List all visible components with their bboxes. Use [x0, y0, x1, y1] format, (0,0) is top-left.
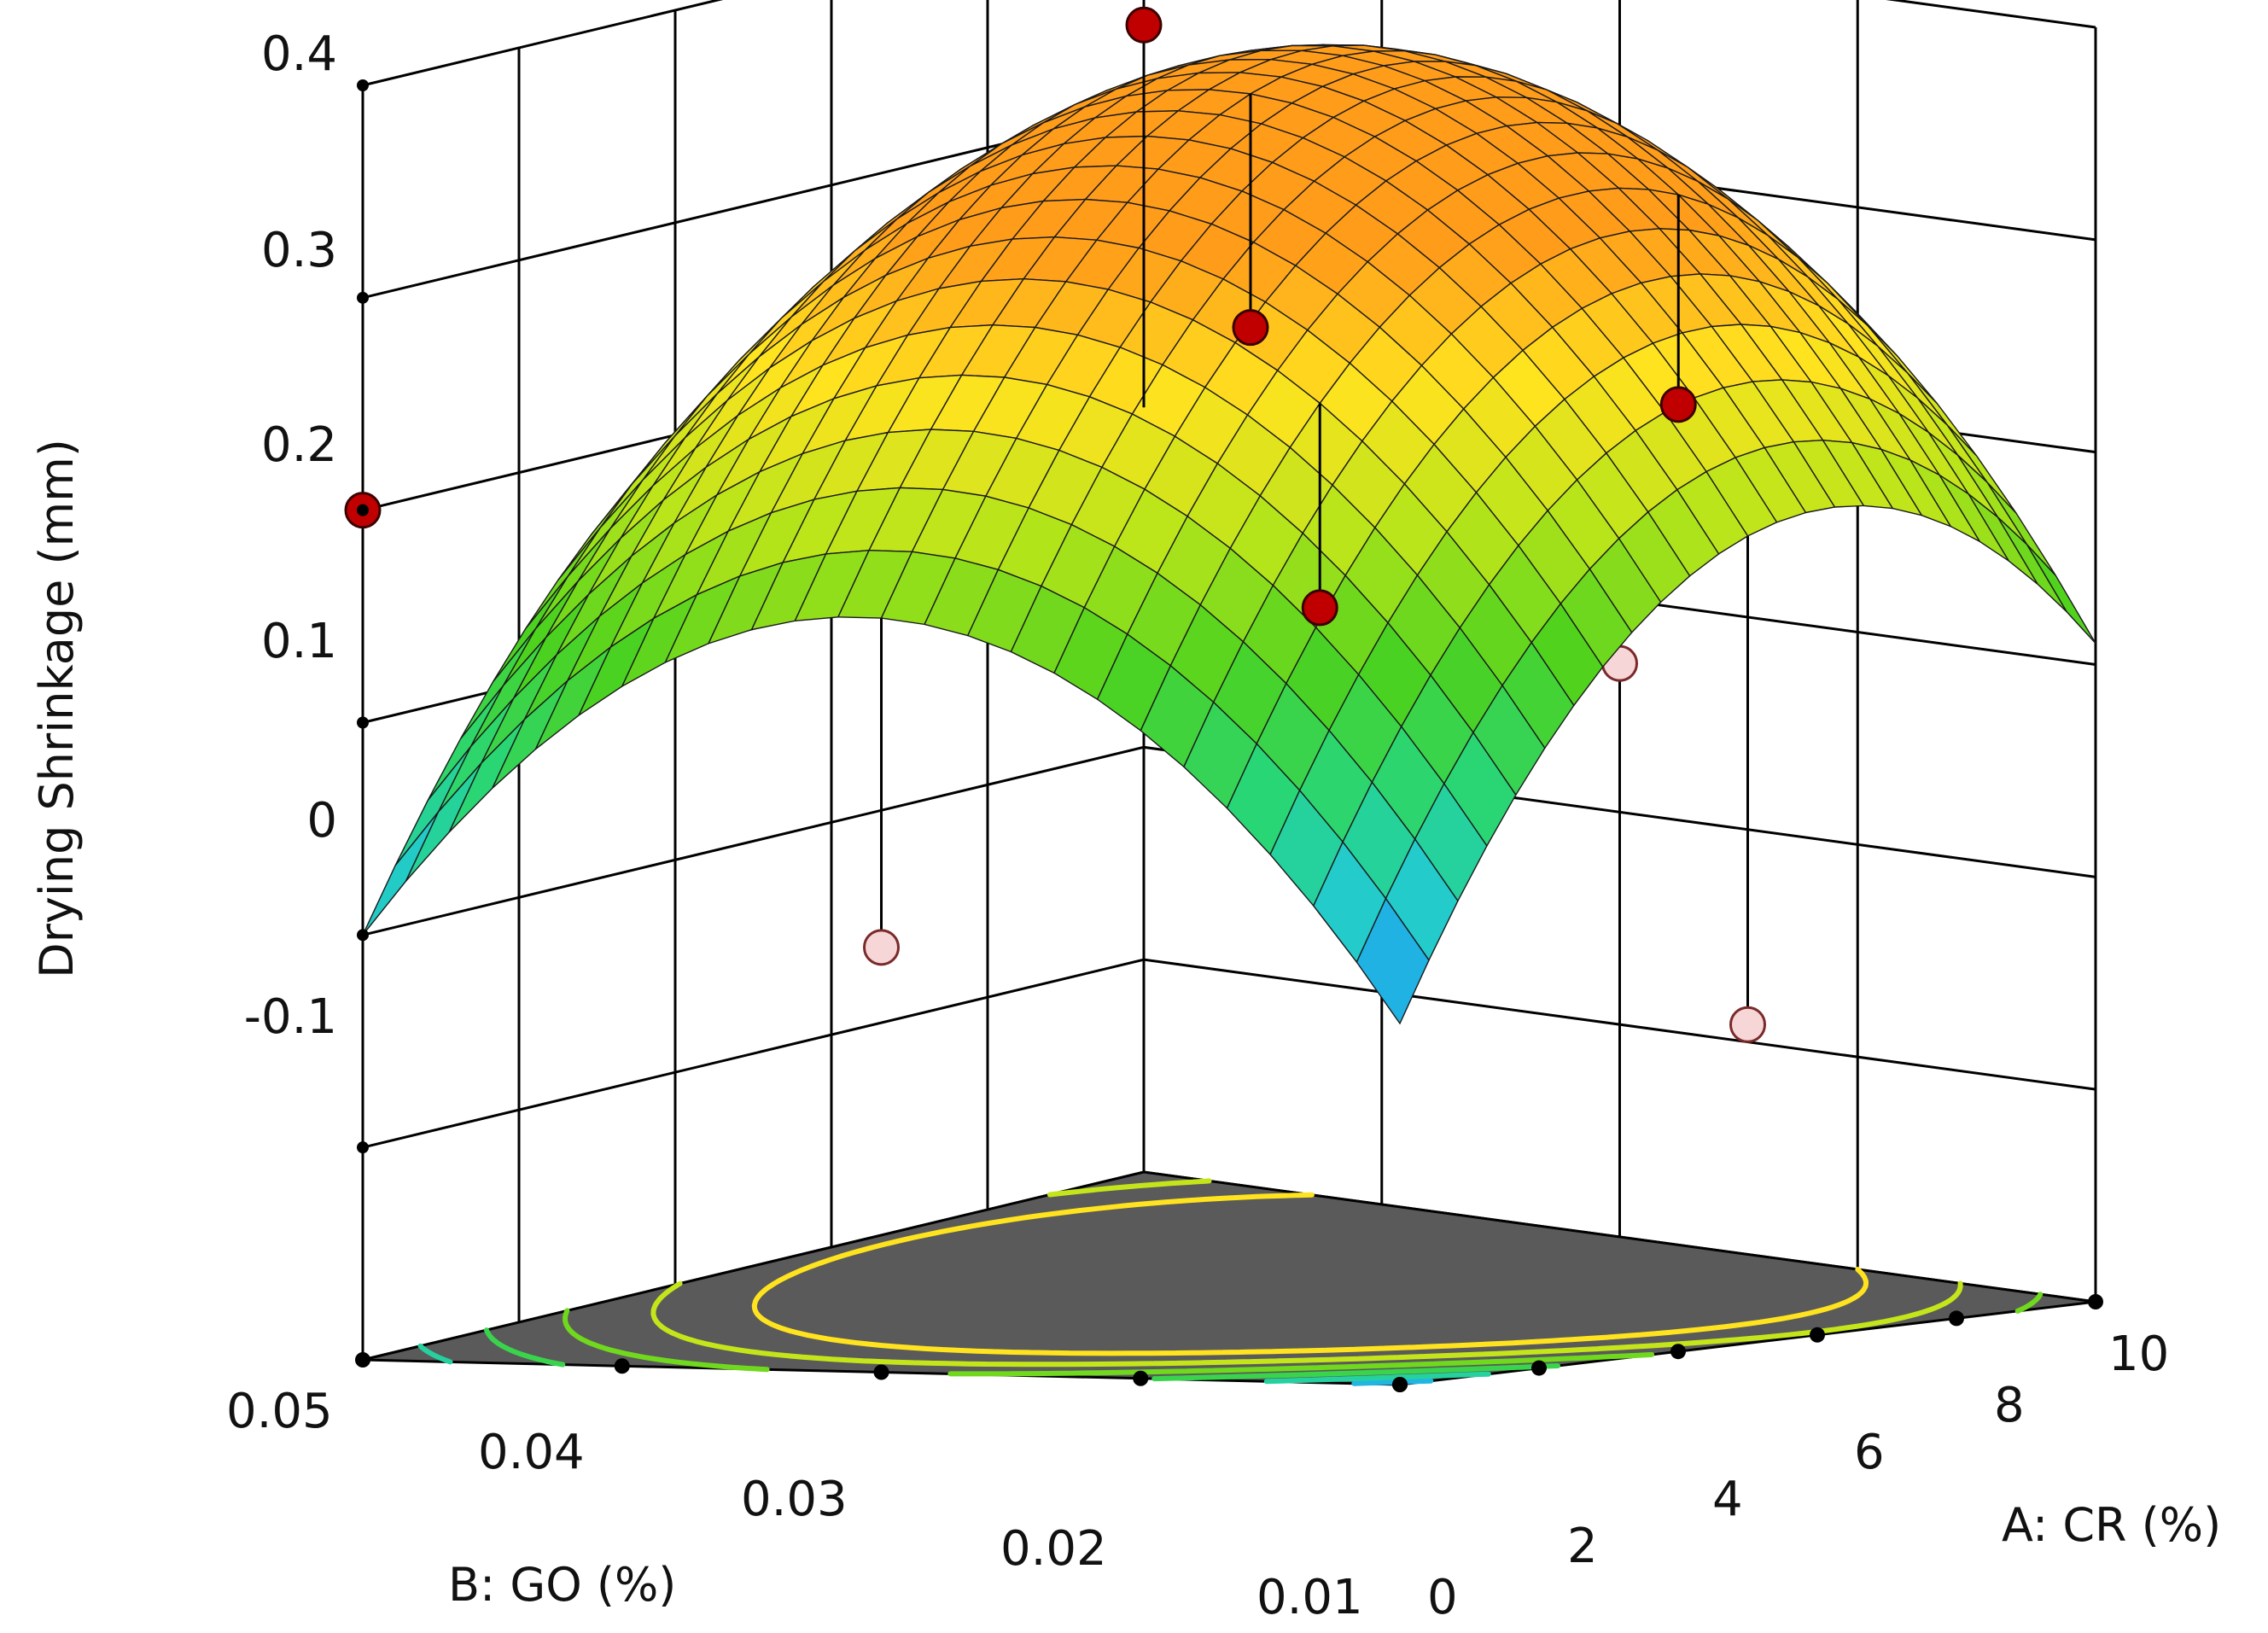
surface-patch	[1356, 897, 1430, 1025]
response-surface	[362, 44, 2096, 1025]
design-point	[1232, 309, 1269, 347]
z-tick-mark	[357, 716, 369, 729]
y-tick-label: 0.05	[226, 1384, 333, 1439]
z-tick-labels: 0.4 0.3 0.2 0.1 0 -0.1	[244, 26, 337, 1045]
y-tick-label: 0.03	[741, 1472, 848, 1527]
y-tick-labels: 0.05 0.04 0.03 0.02 0.01	[226, 1384, 1363, 1625]
y-tick-label: 0.01	[1256, 1570, 1363, 1625]
x-tick-mark	[1531, 1360, 1547, 1376]
design-point	[1659, 386, 1697, 423]
x-tick-mark	[1949, 1310, 1964, 1327]
x-tick-label: 4	[1712, 1472, 1743, 1527]
y-tick-label: 0.04	[478, 1425, 585, 1480]
tick-marks	[355, 79, 2103, 1392]
x-tick-label: 0	[1427, 1570, 1458, 1625]
z-tick-label: 0.4	[261, 26, 337, 82]
wall-gridline	[362, 958, 2096, 1149]
y-tick-mark	[1392, 1377, 1408, 1392]
wall-gridline	[362, 0, 2096, 87]
contour-line	[484, 1327, 1560, 1382]
contour-line	[751, 1192, 1869, 1356]
z-tick-label: -0.1	[244, 989, 337, 1045]
z-tick-label: 0	[306, 793, 337, 849]
x-tick-mark	[2088, 1294, 2103, 1309]
z-tick-mark	[357, 1141, 369, 1154]
x-tick-mark	[1670, 1344, 1686, 1360]
z-tick-label: 0.2	[261, 417, 337, 473]
z-tick-mark	[357, 929, 369, 942]
x-tick-labels: 0 2 4 6 8 10	[1427, 1327, 2169, 1625]
z-tick-label: 0.1	[261, 614, 337, 669]
y-tick-mark	[614, 1358, 630, 1374]
design-point	[1125, 6, 1163, 44]
y-axis-label: B: GO (%)	[448, 1558, 676, 1612]
y-tick-label: 0.02	[1000, 1521, 1107, 1577]
design-point	[1729, 1006, 1766, 1043]
y-tick-mark	[355, 1352, 370, 1368]
x-tick-label: 8	[1994, 1378, 2025, 1433]
design-points	[344, 6, 1697, 936]
x-tick-label: 2	[1567, 1519, 1598, 1574]
design-point	[863, 929, 900, 966]
x-tick-label: 6	[1854, 1425, 1885, 1480]
y-tick-mark	[1133, 1370, 1149, 1386]
contour-line	[563, 1292, 2044, 1377]
x-tick-mark	[1810, 1327, 1825, 1343]
floor-contours	[417, 1178, 2044, 1386]
design-point	[1301, 589, 1338, 627]
x-tick-label: 10	[2108, 1327, 2169, 1382]
contour-line	[650, 1178, 1963, 1368]
z-tick-mark	[357, 291, 369, 304]
y-tick-mark	[873, 1364, 889, 1380]
surface-patch	[362, 811, 440, 936]
surface-patch	[2026, 544, 2096, 644]
z-axis-label: Drying Shrinkage (mm)	[30, 439, 84, 978]
z-tick-mark	[357, 504, 369, 516]
contour-line	[417, 1343, 1491, 1385]
z-tick-mark	[357, 79, 369, 91]
z-tick-label: 0.3	[261, 223, 337, 278]
surface-patch	[1997, 516, 2067, 613]
x-axis-label: A: CR (%)	[2002, 1498, 2221, 1552]
